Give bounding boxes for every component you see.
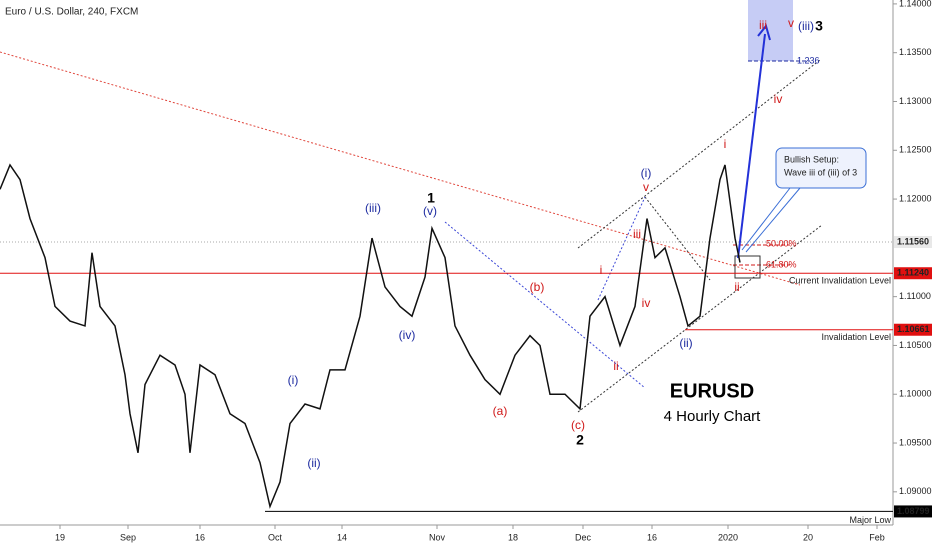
level-name: Current Invalidation Level — [789, 276, 891, 286]
target-zone — [748, 0, 793, 61]
wave-label: i — [600, 263, 603, 277]
wave-label: ii — [734, 280, 739, 294]
wave-label: iii — [759, 18, 767, 32]
level-label: 1.11560 — [897, 236, 929, 246]
x-tick-label: Oct — [268, 532, 283, 542]
wave-label: (iii) — [798, 19, 814, 33]
callout-text: Wave iii of (iii) of 3 — [784, 167, 857, 177]
y-tick-label: 1.11000 — [899, 291, 931, 301]
y-tick-label: 1.09000 — [899, 486, 932, 496]
wave-label: 1 — [427, 190, 435, 206]
price-line — [0, 163, 741, 509]
wave-label: (v) — [423, 204, 437, 218]
x-tick-label: 18 — [508, 532, 518, 542]
y-tick-label: 1.13500 — [899, 47, 932, 57]
chart-title: Euro / U.S. Dollar, 240, FXCM — [5, 7, 138, 18]
fib-label: 61.80% — [766, 259, 797, 269]
wave-label: 2 — [576, 432, 584, 448]
y-tick-label: 1.12500 — [899, 145, 932, 155]
wave-label: iv — [642, 296, 651, 310]
wave-label: iii — [633, 227, 641, 241]
wave-label: (iii) — [365, 201, 381, 215]
entry-box — [734, 255, 761, 279]
wave-label: v — [643, 180, 649, 194]
x-tick-label: Nov — [429, 532, 446, 542]
x-tick-label: 19 — [55, 532, 65, 542]
y-tick-label: 1.09500 — [899, 437, 932, 447]
fib-label: 1.236 — [797, 55, 820, 65]
wave-label: (ii) — [679, 336, 692, 350]
x-tick-label: Dec — [575, 532, 592, 542]
callout-pointer — [741, 187, 801, 253]
y-tick-label: 1.10500 — [899, 340, 932, 350]
level-label: 1.11240 — [897, 268, 929, 278]
level-label-box — [894, 236, 932, 249]
x-tick-label: 14 — [337, 532, 347, 542]
wave-label: (i) — [288, 373, 299, 387]
wave-label: (iv) — [399, 328, 416, 342]
wave-label: (ii) — [307, 456, 320, 470]
trend-line — [0, 51, 801, 286]
subtitle: 4 Hourly Chart — [664, 408, 762, 425]
symbol: EURUSD — [670, 380, 754, 402]
trend-line — [444, 221, 646, 389]
arrow-head — [757, 23, 771, 41]
x-tick-label: 16 — [647, 532, 657, 542]
level-name: Major Low — [849, 515, 891, 525]
wave-label: i — [724, 137, 727, 151]
level-label: 1.08799 — [897, 506, 930, 516]
wave-label: 3 — [815, 18, 823, 34]
wave-label: (b) — [530, 280, 545, 294]
projection-arrow — [737, 33, 766, 259]
level-label-box — [894, 267, 932, 280]
x-tick-label: Feb — [869, 532, 885, 542]
wave-label: (i) — [641, 166, 652, 180]
y-tick-label: 1.10000 — [899, 389, 932, 399]
wave-label: iv — [774, 92, 783, 106]
fib-label: 50.00% — [766, 238, 797, 248]
wave-label: ii — [613, 359, 618, 373]
level-label-box — [894, 505, 932, 518]
callout-text: Bullish Setup: — [784, 154, 839, 164]
x-tick-label: 16 — [195, 532, 205, 542]
x-tick-label: 2020 — [718, 532, 738, 542]
channel-line — [577, 224, 823, 413]
level-label-box — [894, 323, 932, 336]
level-name: Invalidation Level — [821, 332, 891, 342]
callout-box — [775, 147, 867, 189]
y-tick-label: 1.14000 — [899, 0, 932, 8]
wave-label: (c) — [571, 418, 585, 432]
wave-label: (a) — [493, 404, 508, 418]
channel-line — [577, 59, 821, 249]
x-tick-label: 20 — [803, 532, 813, 542]
channel-line — [644, 196, 711, 281]
trend-line — [597, 196, 646, 301]
level-label: 1.10661 — [897, 324, 930, 334]
wave-label: v — [788, 16, 794, 30]
y-tick-label: 1.13000 — [899, 96, 932, 106]
y-tick-label: 1.12000 — [899, 193, 932, 203]
x-tick-label: Sep — [120, 532, 136, 542]
